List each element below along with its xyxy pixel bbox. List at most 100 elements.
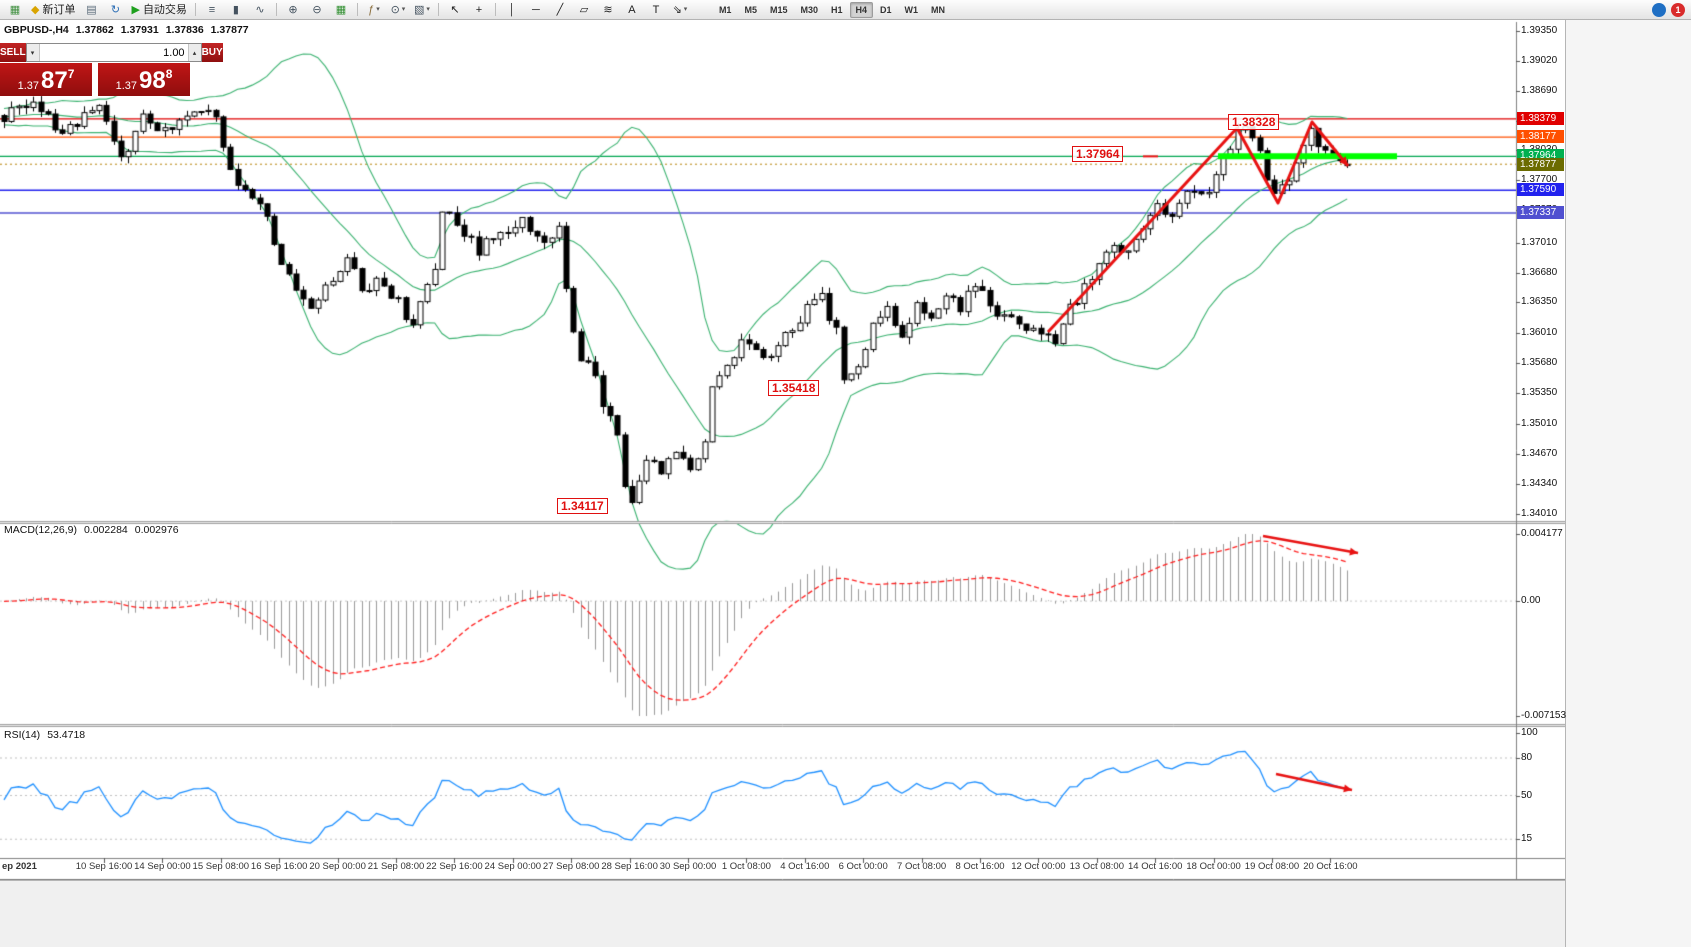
volume-increase-button[interactable]: ▴ <box>187 44 201 61</box>
new-order-icon: ◆ <box>31 3 40 16</box>
toolbar-tile-windows-button[interactable]: ▦ <box>330 2 352 18</box>
time-axis-label: 1 Oct 08:00 <box>721 861 771 872</box>
horizontal-line-icon: ─ <box>532 3 540 16</box>
price-scale-tick: 1.37010 <box>1521 237 1558 248</box>
toolbar-trendline-button[interactable]: ╱ <box>549 2 571 18</box>
time-axis-label: 6 Oct 00:00 <box>838 861 888 872</box>
toolbar-candlestick-chart-button[interactable]: ▮ <box>225 2 247 18</box>
price-scale-tick: 1.37700 <box>1521 174 1558 185</box>
rsi-scale-tick: 50 <box>1521 790 1533 801</box>
toolbar-crosshair-button[interactable]: + <box>468 2 490 18</box>
timeframe-m30-button[interactable]: M30 <box>800 4 818 15</box>
chevron-down-icon: ▾ <box>426 5 430 13</box>
macd-signal-value: 0.002976 <box>134 524 179 536</box>
tile-windows-icon: ▦ <box>335 3 347 16</box>
empty-right-area <box>1565 20 1691 947</box>
time-axis-label: 16 Sep 16:00 <box>250 861 308 872</box>
notifications-icon[interactable]: 1 <box>1671 2 1685 17</box>
sell-price-sup: 7 <box>67 67 75 81</box>
time-axis-label: 7 Oct 08:00 <box>897 861 947 872</box>
buy-price-base: 1.37 <box>115 80 138 92</box>
price-scale-tick: 1.36010 <box>1521 327 1558 338</box>
toolbar-autotrading-button[interactable]: ▶ 自动交易 <box>128 2 189 18</box>
time-axis-label: 15 Sep 08:00 <box>192 861 250 872</box>
time-axis-label: 30 Sep 00:00 <box>659 861 717 872</box>
timeframe-m15-button[interactable]: M15 <box>769 4 788 15</box>
toolbar-separator <box>194 3 196 16</box>
empty-bottom-area <box>0 880 1565 947</box>
search-icon[interactable] <box>1652 2 1666 17</box>
new-order-label: 新订单 <box>42 3 76 16</box>
arrows-icon: ⇘ <box>672 3 682 16</box>
toolbar-chart-profiles-button[interactable]: ▤ <box>80 2 102 18</box>
timeframe-h1-button[interactable]: H1 <box>831 4 843 15</box>
timeframe-w1-button[interactable]: W1 <box>904 4 919 15</box>
toolbar-templates-button[interactable]: ▧ ▾ <box>411 2 433 18</box>
time-axis-label: 14 Oct 16:00 <box>1127 861 1183 872</box>
toolbar-horizontal-line-button[interactable]: ─ <box>525 2 547 18</box>
time-axis-label: 27 Sep 08:00 <box>542 861 600 872</box>
toolbar-arrows-button[interactable]: ⇘ ▾ <box>669 2 691 18</box>
toolbar-equidistant-channel-button[interactable]: ▱ <box>573 2 595 18</box>
chart-plot-canvas[interactable] <box>0 20 1565 880</box>
timeframe-h4-button[interactable]: H4 <box>849 1 874 18</box>
timeframe-mn-button[interactable]: MN <box>931 4 946 15</box>
time-axis-label: 20 Sep 00:00 <box>309 861 366 872</box>
toolbar-zoom-out-button[interactable]: ⊖ <box>306 2 328 18</box>
price-scale-tick: 1.34670 <box>1521 448 1558 459</box>
zoom-in-icon: ⊕ <box>288 3 298 16</box>
price-line-badge: 1.37590 <box>1517 183 1564 196</box>
toolbar-refresh-button[interactable]: ↻ <box>104 2 126 18</box>
time-axis-year-label: ep 2021 <box>2 861 37 872</box>
toolbar-text-button[interactable]: A <box>621 2 643 18</box>
toolbar-cursor-button[interactable]: ↖ <box>444 2 466 18</box>
toolbar-indicators-button[interactable]: ƒ ▾ <box>363 2 385 18</box>
time-axis-label: 13 Oct 08:00 <box>1069 861 1124 872</box>
sell-price-tile[interactable]: 1.37 87 7 <box>0 63 92 96</box>
annotation-mid-low: 1.35418 <box>768 380 820 396</box>
price-scale-tick: 1.39350 <box>1521 25 1558 36</box>
toolbar-periods-button[interactable]: ⊙ ▾ <box>387 2 409 18</box>
trendline-icon: ╱ <box>556 3 564 16</box>
buy-button[interactable]: BUY <box>201 43 223 62</box>
time-axis-label: 18 Oct 00:00 <box>1186 861 1241 872</box>
new-chart-icon: ▦ <box>9 3 21 16</box>
price-line-badge: 1.38177 <box>1517 130 1564 143</box>
chart-info-line: GBPUSD-,H4 1.37862 1.37931 1.37836 1.37877 <box>4 24 256 36</box>
toolbar-text-label-button[interactable]: T <box>645 2 667 18</box>
autotrading-icon: ▶ <box>131 3 140 16</box>
annotation-swing-high: 1.38328 <box>1228 114 1280 130</box>
price-tiles: 1.37 87 7 1.37 98 8 <box>0 63 194 96</box>
time-axis-label: 20 Oct 16:00 <box>1303 861 1358 872</box>
chart-profiles-icon: ▤ <box>86 3 97 16</box>
toolbar-right-icons: 1 <box>1647 2 1687 17</box>
toolbar-new-order-button[interactable]: ◆ 新订单 <box>28 2 78 18</box>
open-value: 1.37862 <box>75 24 114 36</box>
toolbar-fibonacci-button[interactable]: ≋ <box>597 2 619 18</box>
volume-decrease-button[interactable]: ▾ <box>26 44 40 61</box>
timeframe-d1-button[interactable]: D1 <box>880 4 892 15</box>
price-scale-tick: 1.35350 <box>1521 387 1558 398</box>
macd-label: MACD(12,26,9) 0.002284 0.002976 <box>4 524 186 536</box>
price-scale-tick: 1.35680 <box>1521 357 1558 368</box>
sell-button[interactable]: SELL <box>0 43 26 62</box>
rsi-scale-tick: 100 <box>1521 727 1538 738</box>
text-label-icon: T <box>652 3 660 16</box>
toolbar-new-chart-button[interactable]: ▦ <box>4 2 26 18</box>
symbol-period: GBPUSD-,H4 <box>4 24 69 36</box>
toolbar-line-chart-button[interactable]: ∿ <box>249 2 271 18</box>
buy-price-tile[interactable]: 1.37 98 8 <box>98 63 190 96</box>
price-line-badge: 1.37337 <box>1517 206 1564 219</box>
toolbar-bar-chart-button[interactable]: ≡ <box>201 2 223 18</box>
chevron-down-icon: ▾ <box>683 5 688 13</box>
buy-price-sup: 8 <box>165 67 173 81</box>
toolbar-buttons-group: ▦ ◆ 新订单 ▤ ↻ ▶ 自动交易 ≡ ▮ ∿ ⊕ ⊖ ▦ ƒ ▾ ⊙ ▾ ▧ ▾ ↖ + │ ─ ╱ ▱ ≋ A T ⇘ ▾ <box>4 2 691 18</box>
timeframe-m5-button[interactable]: M5 <box>744 4 757 15</box>
timeframe-m1-button[interactable]: M1 <box>718 4 732 15</box>
toolbar-vertical-line-button[interactable]: │ <box>501 2 523 18</box>
vertical-line-icon: │ <box>508 3 516 16</box>
price-scale-tick: 1.39020 <box>1521 55 1558 66</box>
volume-input[interactable] <box>39 44 188 61</box>
toolbar-zoom-in-button[interactable]: ⊕ <box>282 2 304 18</box>
